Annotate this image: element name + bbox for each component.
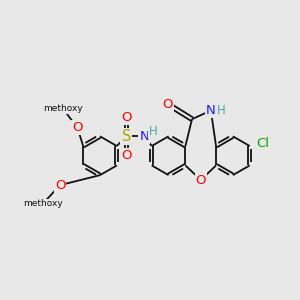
Text: O: O: [163, 98, 173, 111]
Text: S: S: [122, 129, 131, 144]
Text: methoxy: methoxy: [43, 104, 83, 113]
Text: O: O: [121, 148, 131, 162]
Text: N: N: [206, 104, 216, 117]
Text: N: N: [140, 130, 149, 143]
Text: H: H: [149, 125, 158, 139]
Text: methoxy: methoxy: [23, 199, 63, 208]
Text: O: O: [196, 173, 206, 187]
Text: O: O: [121, 111, 131, 124]
Text: Cl: Cl: [256, 137, 269, 150]
Text: O: O: [55, 178, 65, 192]
Text: H: H: [217, 104, 225, 117]
Text: O: O: [72, 121, 83, 134]
